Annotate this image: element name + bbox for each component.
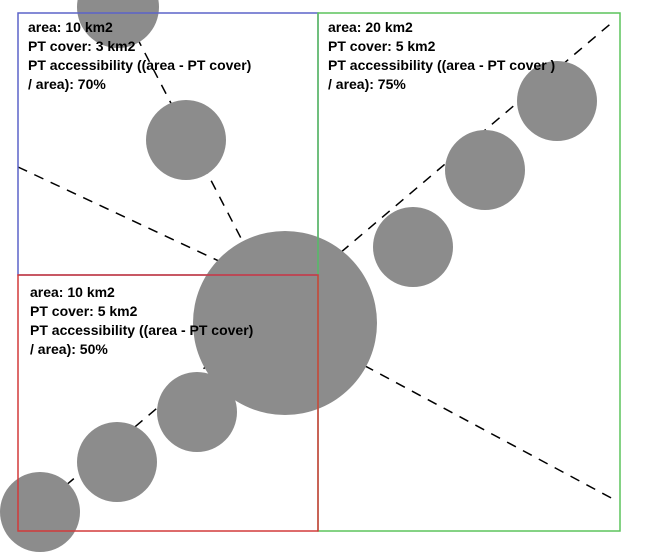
region-blue-accessibility-line1: PT accessibility ((area - PT cover) (28, 57, 252, 73)
region-red-border (17, 274, 319, 532)
dashed-line-top-branch (119, 4, 286, 324)
coverage-circle-red-2 (77, 422, 157, 502)
region-green-pt-cover: PT cover: 5 km2 (328, 38, 436, 54)
coverage-circle-top-partial (77, 0, 159, 48)
region-blue-pt-cover: PT cover: 3 km2 (28, 38, 136, 54)
region-red-accessibility-line2: / area): 50% (30, 341, 108, 357)
coverage-circle-green-3 (517, 61, 597, 141)
coverage-circle-green-2 (445, 130, 525, 210)
region-red-accessibility-line1: PT accessibility ((area - PT cover) (30, 322, 254, 338)
coverage-circle-red-3 (0, 472, 80, 552)
coverage-circle-blue (146, 100, 226, 180)
region-green-border (317, 12, 621, 532)
region-green-accessibility-line1: PT accessibility ((area - PT cover ) (328, 57, 556, 73)
region-green-area: area: 20 km2 (328, 19, 413, 35)
coverage-circle-hub (193, 231, 377, 415)
dashed-line-upper-left (17, 166, 286, 293)
region-red-label: area: 10 km2 PT cover: 5 km2 PT accessib… (30, 283, 253, 359)
region-red-pt-cover: PT cover: 5 km2 (30, 303, 138, 319)
region-green-accessibility-line2: / area): 75% (328, 76, 406, 92)
coverage-circle-red-1 (157, 372, 237, 452)
region-green-label: area: 20 km2 PT cover: 5 km2 PT accessib… (328, 18, 555, 94)
region-blue-area: area: 10 km2 (28, 19, 113, 35)
region-blue-label: area: 10 km2 PT cover: 3 km2 PT accessib… (28, 18, 251, 94)
region-blue-accessibility-line2: / area): 70% (28, 76, 106, 92)
coverage-circle-green-1 (373, 207, 453, 287)
region-red-area: area: 10 km2 (30, 284, 115, 300)
